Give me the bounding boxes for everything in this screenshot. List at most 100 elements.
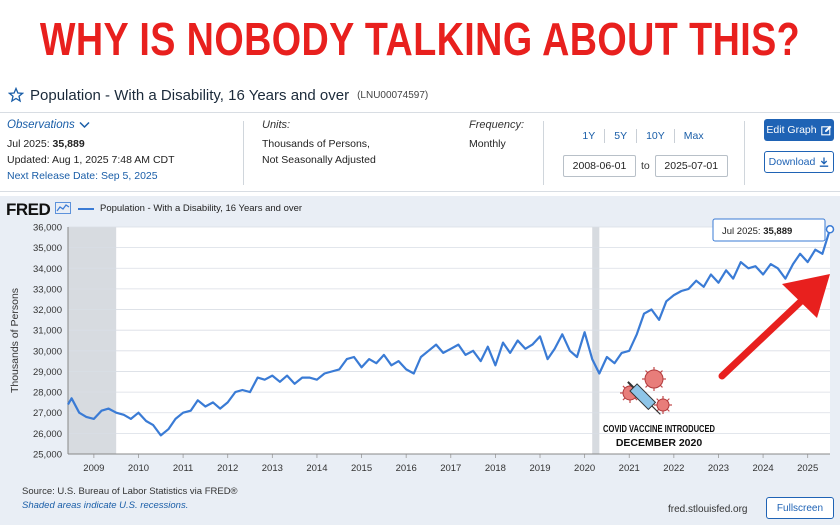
x-tick-label: 2024 [753,463,774,474]
fullscreen-button[interactable]: Fullscreen [766,497,834,519]
y-tick-label: 32,000 [33,305,62,316]
x-tick-label: 2017 [440,463,461,474]
x-tick-label: 2012 [217,463,238,474]
units-label: Units: [262,119,291,131]
syringe-needle [651,405,661,415]
frequency-label: Frequency: [469,119,525,131]
legend-swatch [78,207,94,210]
observations-label: Observations [7,119,75,131]
syringe-plunger [627,381,635,389]
plot-background [68,227,830,454]
star-icon[interactable] [7,86,25,103]
latest-value: 35,889 [52,138,85,150]
frequency-value: Monthly [469,138,506,150]
x-tick-label: 2025 [797,463,818,474]
date-range-column: 1Y 5Y 10Y Max to [545,119,741,177]
y-axis-label: Thousands of Persons [9,288,21,393]
actions-column: Edit Graph Download [748,119,834,173]
virus-body [644,369,664,389]
fred-logo: FRED [6,200,51,219]
tooltip-text: Jul 2025: 35,889 [722,226,792,237]
download-label: Download [768,156,816,168]
observations-column: Observations Jul 2025: 35,889 Updated: A… [7,119,175,184]
range-10y-button[interactable]: 10Y [637,129,675,143]
covid-annotation: COVID VACCINE INTRODUCED DECEMBER 2020 [603,274,830,449]
chevron-down-icon [79,121,90,129]
x-tick-label: 2011 [173,463,193,474]
x-tick-label: 2016 [396,463,417,474]
divider [543,121,544,185]
recession-band [592,227,600,454]
edit-graph-label: Edit Graph [766,124,817,136]
units-line1: Thousands of Persons, [262,138,370,150]
chart-legend: Population - With a Disability, 16 Years… [78,203,302,214]
edit-icon [820,125,831,135]
red-arrow [718,284,819,380]
frequency-column: Frequency: Monthly [469,119,524,152]
x-tick-label: 2022 [663,463,684,474]
edit-graph-button[interactable]: Edit Graph [764,119,834,141]
y-tick-label: 31,000 [33,326,62,337]
tooltip: Jul 2025: 35,889 [712,218,826,242]
line-chart[interactable]: 25,000 26,000 27,000 28,000 29,000 30,000 31,0… [0,196,840,486]
recession-band [68,227,117,454]
observations-dropdown[interactable]: Observations [7,119,175,131]
next-release-link[interactable]: Next Release Date: Sep 5, 2025 [7,170,158,182]
series-title: Population - With a Disability, 16 Years… [30,86,350,104]
headline: WHY IS NOBODY TALKING ABOUT THIS? [39,13,801,65]
range-5y-button[interactable]: 5Y [605,129,638,143]
y-tick-label: 26,000 [33,429,62,440]
end-date-input[interactable] [654,155,728,177]
series-header: Population - With a Disability, 16 Years… [7,84,429,106]
x-tick-label: 2019 [529,463,550,474]
tooltip-label: Jul 2025: [722,226,763,237]
y-tick-label: 33,000 [33,284,62,295]
legend-label: Population - With a Disability, 16 Years… [100,203,303,214]
annotation-line2: DECEMBER 2020 [616,437,703,449]
units-column: Units: Thousands of Persons, Not Seasona… [262,119,376,168]
latest-observation: Jul 2025: 35,889 [7,136,175,152]
download-icon [820,157,829,167]
y-tick-label: 25,000 [33,450,62,461]
y-tick-label: 35,000 [33,243,62,254]
divider [243,121,244,185]
date-to-label: to [641,160,650,172]
start-date-input[interactable] [563,155,636,177]
x-tick-label: 2013 [262,463,283,474]
info-panel: Observations Jul 2025: 35,889 Updated: A… [0,112,840,192]
tooltip-box [712,218,826,242]
recession-note: Shaded areas indicate U.S. recessions. [22,500,189,511]
x-tick-label: 2020 [574,463,595,474]
tooltip-value: 35,889 [763,226,792,237]
range-buttons: 1Y 5Y 10Y Max [545,129,741,143]
divider [744,121,745,185]
virus-body [656,398,670,412]
series-code: (LNU00074597) [357,89,429,101]
x-tick-label: 2018 [485,463,506,474]
x-tick-label: 2021 [619,463,640,474]
x-tick-label: 2023 [708,463,729,474]
range-1y-button[interactable]: 1Y [573,129,606,143]
date-row: to [563,155,741,177]
x-tick-label: 2014 [306,463,327,474]
y-tick-label: 29,000 [33,367,62,378]
latest-label: Jul 2025: [7,138,50,150]
y-tick-label: 27,000 [33,408,62,419]
fred-spark-icon [55,202,71,214]
y-tick-label: 34,000 [33,264,62,275]
x-tick-label: 2010 [128,463,149,474]
range-max-button[interactable]: Max [683,130,704,142]
y-tick-label: 30,000 [33,346,62,357]
latest-point-marker[interactable] [825,225,835,234]
red-arrow-head [782,274,830,318]
updated-text: Updated: Aug 1, 2025 7:48 AM CDT [7,154,175,166]
source-text: Source: U.S. Bureau of Labor Statistics … [22,486,238,497]
x-tick-label: 2015 [351,463,372,474]
virus-icon [620,367,672,414]
x-tick-label: 2009 [83,463,104,474]
series-line[interactable] [67,228,832,437]
download-button[interactable]: Download [764,151,834,173]
site-url[interactable]: fred.stlouisfed.org [668,504,748,515]
y-tick-label: 28,000 [33,388,62,399]
syringe-icon [627,381,661,415]
